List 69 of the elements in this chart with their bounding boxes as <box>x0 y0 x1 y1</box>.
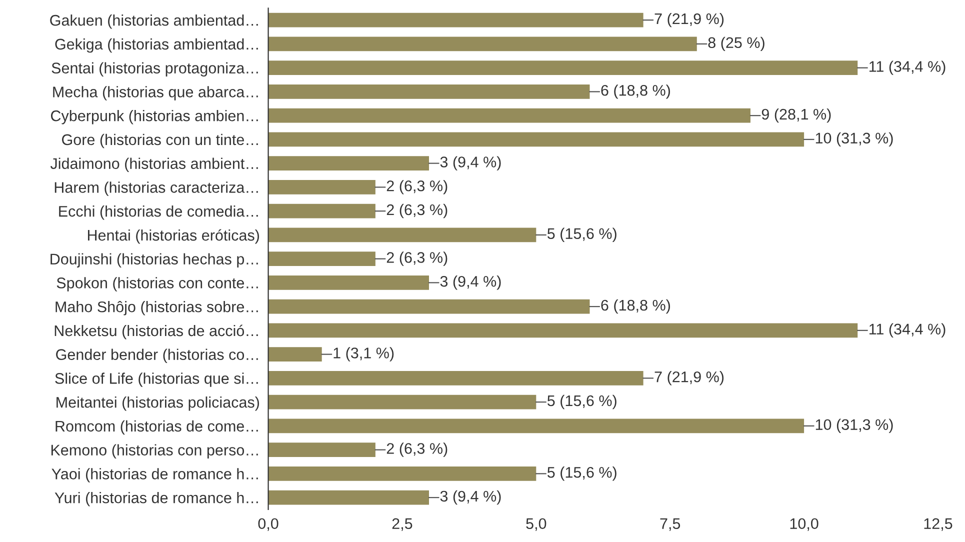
x-tick-label: 12,5 <box>924 518 952 531</box>
bar <box>268 132 804 147</box>
bar <box>268 276 429 290</box>
data-label: 7 (21,9 %) <box>654 371 724 386</box>
bar <box>268 228 536 242</box>
bar <box>268 490 429 505</box>
data-label: 11 (34,4 %) <box>869 323 946 338</box>
bar <box>268 204 376 218</box>
y-tick-label: Yaoi (historias de romance h… <box>52 468 258 482</box>
y-tick-label: Slice of Life (historias que si… <box>55 372 258 387</box>
bar <box>268 108 750 123</box>
bar <box>268 12 644 28</box>
data-label: 3 (9,4 %) <box>440 276 501 290</box>
bar <box>268 394 536 410</box>
data-label: 2 (6,3 %) <box>386 252 448 266</box>
y-tick-label: Spokon (historias con conte… <box>56 277 258 292</box>
x-tick-label: 7,5 <box>660 518 680 531</box>
y-tick-label: Mecha (historias que abarca… <box>53 86 258 100</box>
bar <box>268 442 376 457</box>
data-label: 5 (15,6 %) <box>547 394 616 410</box>
data-label: 2 (6,3 %) <box>386 204 448 218</box>
y-tick-label: Hentai (historias eróticas) <box>88 229 259 244</box>
y-tick-label: Romcom (historias de come… <box>56 420 258 435</box>
data-label: 2 (6,3 %) <box>386 442 448 457</box>
data-label: 3 (9,4 %) <box>440 156 501 170</box>
y-tick-label: Sentai (historias protagoniza… <box>52 62 258 77</box>
data-label: 5 (15,6 %) <box>547 466 616 481</box>
x-tick-label: 10,0 <box>790 518 818 531</box>
x-tick-label: 5,0 <box>526 518 546 531</box>
data-label: 10 (31,3 %) <box>816 132 893 147</box>
data-label: 3 (9,4 %) <box>440 490 501 505</box>
y-tick-label: Nekketsu (historias de acció… <box>54 324 258 340</box>
bar <box>268 466 536 481</box>
y-tick-label: Cyberpunk (historias ambien… <box>50 110 258 124</box>
y-tick-label: Gore (historias con un tinte… <box>62 134 258 148</box>
bar <box>268 371 644 386</box>
data-label: 1 (3,1 %) <box>334 347 394 362</box>
y-tick-label: Maho Shôjo (historias sobre… <box>56 300 258 316</box>
y-tick-label: Meitantei (historias policiacas) <box>56 396 259 411</box>
bar <box>268 299 590 314</box>
data-label: 10 (31,3 %) <box>816 418 893 434</box>
y-tick-label: Jidaimono (historias ambient… <box>50 158 258 172</box>
data-label: 6 (18,8 %) <box>601 84 670 99</box>
data-label: 8 (25 %) <box>708 36 764 52</box>
bar <box>268 418 804 434</box>
data-label: 7 (21,9 %) <box>654 12 724 28</box>
data-label: 6 (18,8 %) <box>601 299 670 314</box>
y-tick-label: Ecchi (historias de comedia… <box>59 206 258 220</box>
y-tick-label: Kemono (historias con perso… <box>51 444 258 458</box>
y-tick-label: Gakuen (historias ambientad… <box>50 14 258 29</box>
bar <box>268 36 697 52</box>
y-tick-label: Doujinshi (historias hechas p… <box>50 253 258 268</box>
bar <box>268 347 322 362</box>
data-label: 9 (28,1 %) <box>762 108 831 123</box>
bar <box>268 156 429 170</box>
bar <box>268 60 858 75</box>
bar <box>268 180 376 194</box>
data-label: 11 (34,4 %) <box>869 60 946 75</box>
bar <box>268 252 376 266</box>
y-tick-label: Harem (historias caracteriza… <box>54 182 258 196</box>
y-tick-label: Gender bender (historias co… <box>56 348 258 363</box>
x-tick-label: 2,5 <box>392 518 412 531</box>
x-tick-label: 0,0 <box>258 518 278 531</box>
bar <box>268 84 590 99</box>
y-tick-label: Yuri (historias de romance h… <box>54 492 258 506</box>
data-label: 2 (6,3 %) <box>386 180 448 194</box>
y-tick-label: Gekiga (historias ambientad… <box>55 38 258 53</box>
data-label: 5 (15,6 %) <box>547 228 616 242</box>
bar <box>268 323 858 338</box>
